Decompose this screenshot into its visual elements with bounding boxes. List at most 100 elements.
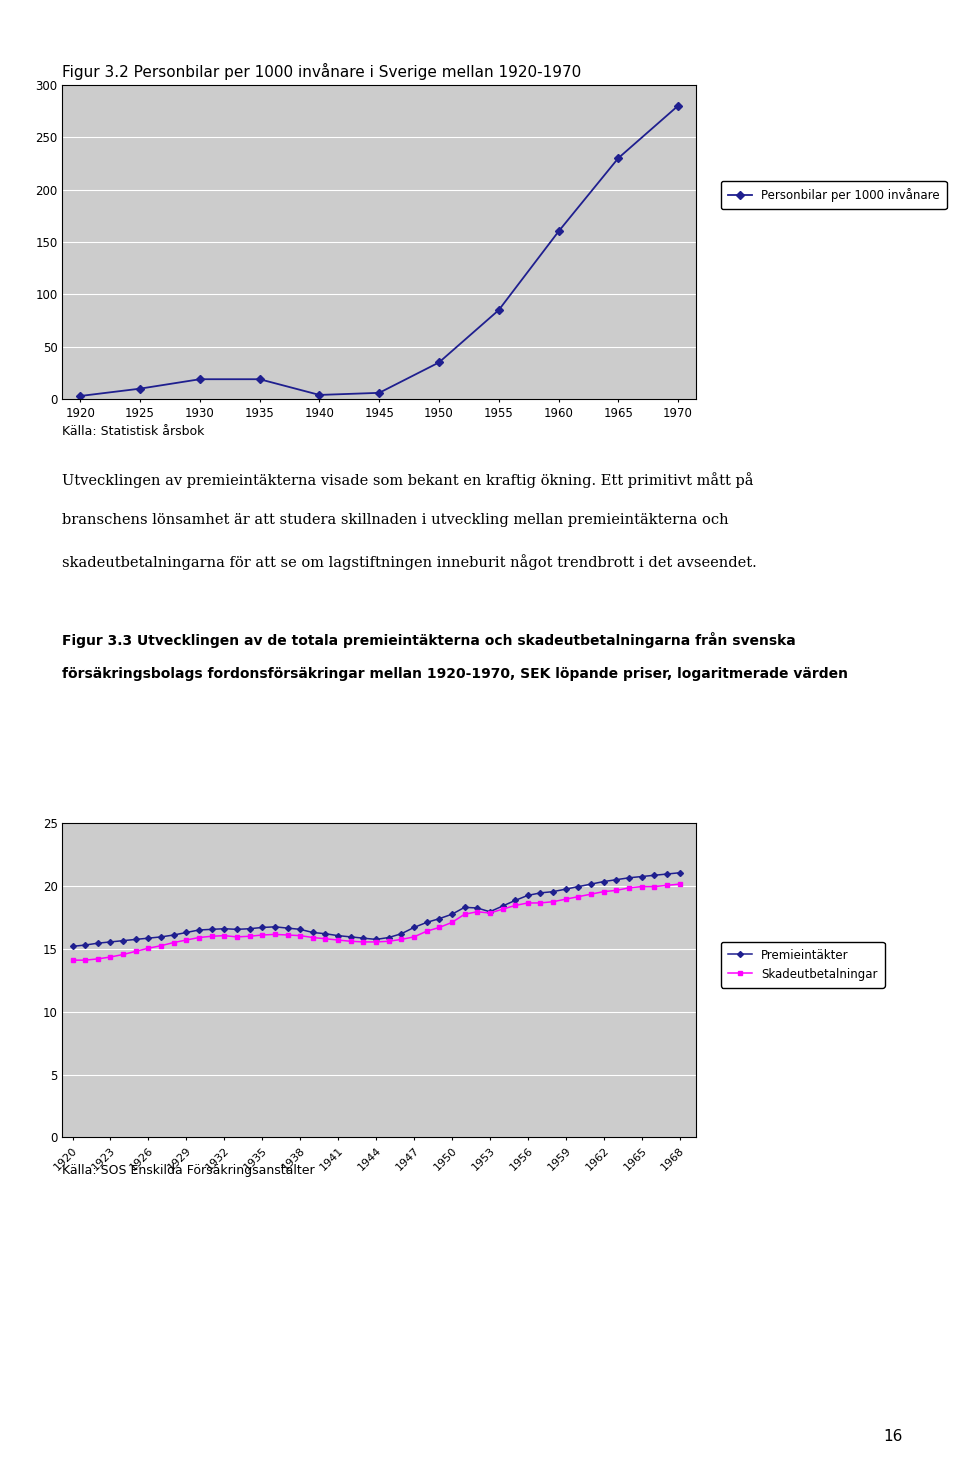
Skadeutbetalningar (168, 934, 180, 952)
Skadeutbetalningar (143, 940, 155, 958)
Premieintäkter (383, 928, 395, 946)
Skadeutbetalningar (205, 927, 217, 944)
Skadeutbetalningar (649, 877, 660, 895)
Skadeutbetalningar (510, 896, 521, 914)
Premieintäkter (281, 920, 293, 937)
Skadeutbetalningar (471, 904, 483, 921)
Skadeutbetalningar (193, 928, 204, 946)
Skadeutbetalningar (244, 927, 255, 944)
Premieintäkter (180, 924, 192, 942)
Text: Utvecklingen av premieintäkterna visade som bekant en kraftig ökning. Ett primit: Utvecklingen av premieintäkterna visade … (62, 472, 754, 488)
Skadeutbetalningar (332, 931, 344, 949)
Text: 16: 16 (883, 1430, 902, 1444)
Premieintäkter (358, 930, 370, 947)
Skadeutbetalningar (156, 937, 167, 955)
Premieintäkter (661, 866, 673, 883)
Premieintäkter (345, 928, 356, 946)
Premieintäkter (496, 898, 508, 915)
Skadeutbetalningar (256, 927, 268, 944)
Skadeutbetalningar (358, 933, 370, 950)
Premieintäkter (92, 934, 104, 952)
Skadeutbetalningar (420, 923, 432, 940)
Skadeutbetalningar (105, 949, 116, 966)
Premieintäkter (244, 920, 255, 937)
Premieintäkter (535, 885, 546, 902)
Skadeutbetalningar (560, 890, 571, 908)
Premieintäkter (547, 883, 559, 901)
Skadeutbetalningar (231, 928, 243, 946)
Skadeutbetalningar (345, 933, 356, 950)
Premieintäkter (80, 936, 91, 953)
Premieintäkter (459, 899, 470, 917)
Skadeutbetalningar (117, 946, 129, 963)
Skadeutbetalningar (383, 933, 395, 950)
Premieintäkter (522, 886, 534, 904)
Skadeutbetalningar (434, 918, 445, 936)
Premieintäkter (434, 909, 445, 927)
Skadeutbetalningar (496, 901, 508, 918)
Premieintäkter (446, 905, 458, 923)
Premieintäkter (623, 868, 635, 886)
Text: försäkringsbolags fordonsförsäkringar mellan 1920-1970, SEK löpande priser, loga: försäkringsbolags fordonsförsäkringar me… (62, 667, 849, 681)
Premieintäkter (560, 880, 571, 898)
Legend: Premieintäkter, Skadeutbetalningar: Premieintäkter, Skadeutbetalningar (721, 942, 884, 988)
Premieintäkter (636, 868, 647, 886)
Skadeutbetalningar (674, 876, 685, 893)
Text: Figur 3.2 Personbilar per 1000 invånare i Sverige mellan 1920-1970: Figur 3.2 Personbilar per 1000 invånare … (62, 63, 582, 80)
Skadeutbetalningar (484, 904, 495, 921)
Skadeutbetalningar (535, 895, 546, 912)
Premieintäkter (117, 931, 129, 949)
Skadeutbetalningar (408, 928, 420, 946)
Skadeutbetalningar (180, 931, 192, 949)
Skadeutbetalningar (307, 928, 319, 946)
Premieintäkter (649, 867, 660, 885)
Skadeutbetalningar (130, 943, 141, 961)
Skadeutbetalningar (67, 952, 79, 969)
Skadeutbetalningar (623, 879, 635, 896)
Premieintäkter (332, 927, 344, 944)
Premieintäkter (67, 937, 79, 955)
Premieintäkter (205, 921, 217, 939)
Premieintäkter (256, 918, 268, 936)
Skadeutbetalningar (586, 886, 597, 904)
Text: Källa: SOS Enskilda Försäkringsanstalter: Källa: SOS Enskilda Försäkringsanstalter (62, 1164, 315, 1177)
Skadeutbetalningar (320, 930, 331, 947)
Legend: Personbilar per 1000 invånare: Personbilar per 1000 invånare (721, 181, 947, 209)
Skadeutbetalningar (598, 883, 610, 901)
Line: Premieintäkter: Premieintäkter (70, 871, 682, 949)
Skadeutbetalningar (295, 927, 306, 944)
Skadeutbetalningar (611, 882, 622, 899)
Skadeutbetalningar (636, 877, 647, 895)
Skadeutbetalningar (92, 950, 104, 968)
Premieintäkter (484, 904, 495, 921)
Line: Skadeutbetalningar: Skadeutbetalningar (70, 882, 682, 962)
Premieintäkter (408, 918, 420, 936)
Skadeutbetalningar (281, 927, 293, 944)
Text: branschens lönsamhet är att studera skillnaden i utveckling mellan premieintäkte: branschens lönsamhet är att studera skil… (62, 513, 729, 528)
Skadeutbetalningar (396, 931, 407, 949)
Premieintäkter (611, 871, 622, 889)
Premieintäkter (674, 864, 685, 882)
Premieintäkter (143, 930, 155, 947)
Skadeutbetalningar (219, 927, 230, 944)
Text: skadeutbetalningarna för att se om lagstiftningen inneburit något trendbrott i d: skadeutbetalningarna för att se om lagst… (62, 554, 757, 570)
Premieintäkter (193, 921, 204, 939)
Premieintäkter (510, 892, 521, 909)
Skadeutbetalningar (522, 895, 534, 912)
Premieintäkter (231, 921, 243, 939)
Skadeutbetalningar (547, 893, 559, 911)
Premieintäkter (572, 877, 584, 895)
Premieintäkter (420, 914, 432, 931)
Premieintäkter (320, 925, 331, 943)
Skadeutbetalningar (269, 925, 280, 943)
Skadeutbetalningar (661, 877, 673, 895)
Skadeutbetalningar (459, 905, 470, 923)
Skadeutbetalningar (371, 933, 382, 950)
Premieintäkter (269, 918, 280, 936)
Premieintäkter (130, 931, 141, 949)
Premieintäkter (371, 931, 382, 949)
Premieintäkter (295, 921, 306, 939)
Text: Källa: Statistisk årsbok: Källa: Statistisk årsbok (62, 425, 204, 439)
Premieintäkter (586, 876, 597, 893)
Premieintäkter (598, 873, 610, 890)
